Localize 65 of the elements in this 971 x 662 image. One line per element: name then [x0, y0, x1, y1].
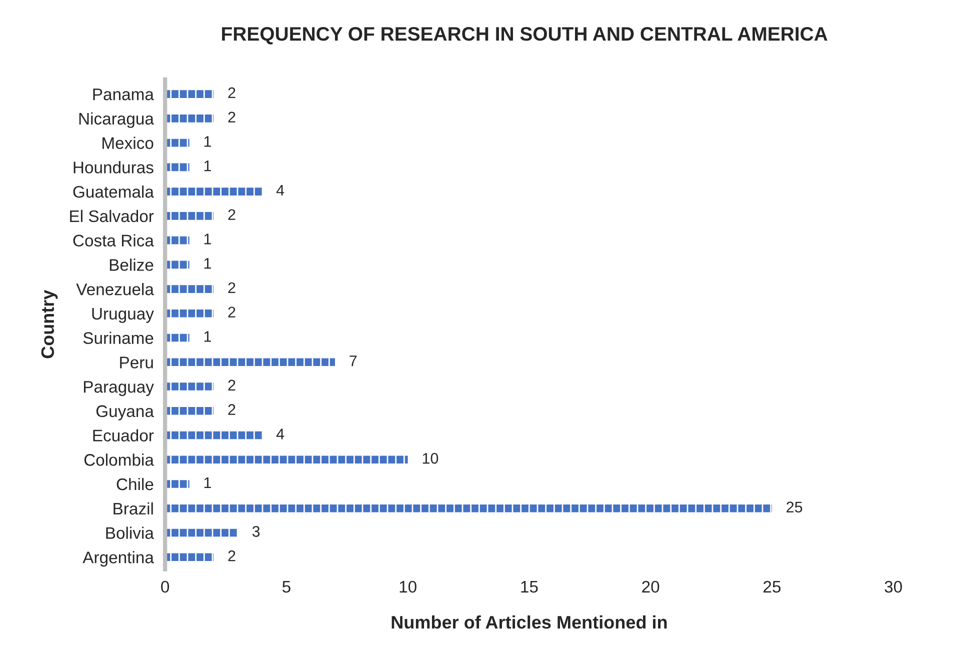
y-tick-label: Peru: [120, 356, 153, 368]
bar: [165, 504, 772, 512]
y-tick-label: Chile: [116, 478, 154, 490]
chart-title: FREQUENCY OF RESEARCH IN SOUTH AND CENTRAL AMERICA: [222, 26, 828, 44]
x-tick-label: 20: [642, 580, 660, 593]
data-label: 2: [228, 404, 236, 415]
y-tick-label: Mexico: [102, 136, 154, 150]
y-tick-label: Panama: [93, 88, 154, 100]
data-label: 1: [204, 160, 211, 172]
data-label: 4: [276, 428, 284, 440]
data-label: 2: [228, 209, 236, 220]
y-tick-label: Bolivia: [106, 526, 154, 539]
y-tick-label: Uruguay: [92, 308, 154, 323]
y-tick-label: Ecuador: [93, 429, 154, 442]
y-tick-label: Colombia: [84, 454, 154, 466]
x-tick-label: 5: [282, 581, 290, 593]
y-tick-label: Argentina: [82, 551, 154, 567]
data-label: 7: [350, 356, 357, 366]
bar: [165, 114, 214, 122]
bar: [165, 285, 214, 293]
y-tick-label: Guatemala: [73, 186, 154, 198]
data-label: 1: [204, 136, 211, 147]
data-label: 10: [422, 452, 438, 464]
x-tick-label: 30: [884, 580, 902, 593]
data-label: 2: [228, 112, 236, 122]
y-tick-label: Nicaragua: [79, 112, 154, 128]
data-label: 1: [204, 477, 211, 488]
y-tick-label: Belize: [110, 258, 154, 271]
data-label: 2: [228, 282, 236, 293]
y-tick-label: Suriname: [83, 332, 154, 344]
bar: [165, 358, 335, 366]
x-tick-label: 0: [161, 580, 170, 593]
bar: [165, 90, 214, 98]
x-axis-title: Number of Articles Mentioned in: [392, 615, 667, 629]
y-tick-label: Brazil: [114, 502, 153, 515]
y-axis-title: Country: [41, 290, 58, 358]
bar: [165, 528, 238, 537]
bar: [165, 456, 408, 464]
y-tick-label: Venezuela: [76, 283, 154, 296]
data-label: 4: [276, 184, 284, 196]
y-tick-label: El Salvador: [70, 210, 154, 222]
y-tick-label: Paraguay: [84, 381, 154, 396]
bar: [165, 407, 214, 415]
data-label: 25: [786, 502, 802, 512]
bar: [165, 553, 214, 562]
bar: [165, 310, 214, 318]
data-label: 2: [228, 87, 236, 98]
bar: [165, 382, 214, 390]
data-label: 2: [228, 306, 236, 318]
y-tick-label: Costa Rica: [73, 234, 154, 246]
bar: [165, 188, 262, 196]
data-label: 3: [252, 526, 260, 537]
bar: [165, 480, 190, 488]
x-tick-label: 15: [521, 581, 538, 593]
bar: [165, 431, 262, 440]
x-tick-label: 25: [764, 580, 781, 593]
data-label: 2: [228, 550, 236, 562]
data-label: 1: [204, 234, 211, 244]
data-label: 1: [204, 331, 211, 342]
data-label: 2: [228, 380, 236, 390]
x-tick-label: 10: [400, 580, 416, 593]
y-tick-label: Guyana: [96, 405, 154, 420]
bar: [165, 212, 214, 220]
data-label: 1: [204, 258, 211, 269]
y-tick-label: Hounduras: [74, 161, 154, 174]
